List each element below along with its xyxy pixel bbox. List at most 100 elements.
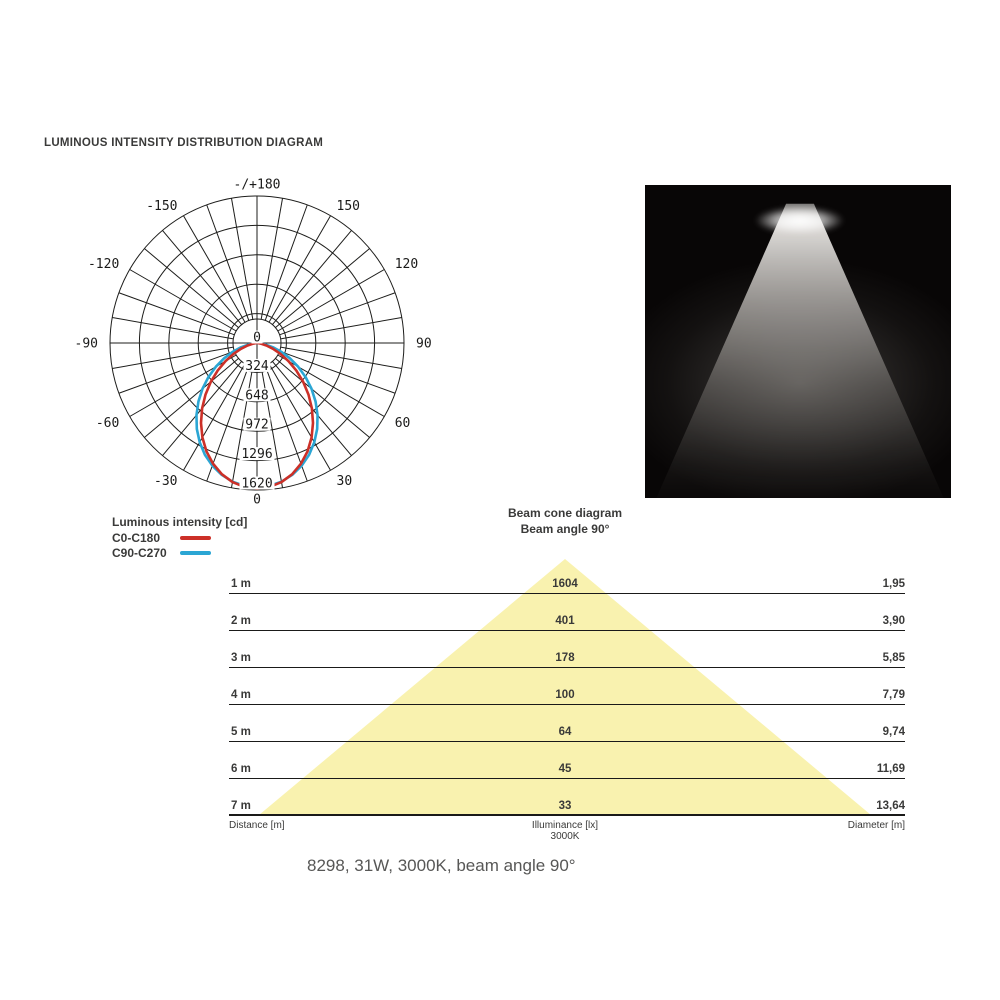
beam-photo [645, 185, 951, 498]
polar-spoke [206, 365, 250, 482]
angle-tick-label: -30 [154, 474, 177, 489]
illuminance-value: 1604 [552, 578, 578, 590]
polar-spoke [268, 215, 331, 323]
polar-spoke [230, 366, 254, 488]
legend-item: C90-C270 [112, 546, 247, 561]
polar-spoke [279, 292, 396, 336]
illuminance-value: 45 [558, 763, 572, 775]
column-note-cct: 3000K [550, 831, 580, 842]
polar-spoke [162, 230, 242, 325]
beam-cone-title: Beam cone diagram [507, 506, 623, 520]
product-caption: 8298, 31W, 3000K, beam angle 90° [307, 856, 576, 875]
angle-tick-label: -60 [96, 416, 119, 431]
polar-spoke [277, 269, 385, 332]
polar-spoke [280, 316, 402, 340]
polar-spoke [144, 358, 239, 438]
cone-triangle [259, 559, 871, 815]
column-label-distance: Distance [m] [229, 820, 285, 831]
polar-spoke [144, 248, 239, 328]
radial-tick-label: 1296 [241, 447, 272, 462]
polar-spoke [230, 198, 254, 320]
radial-tick-label: 0 [253, 331, 261, 346]
polar-spoke [275, 248, 370, 328]
polar-spoke [112, 346, 234, 370]
column-label-illuminance: Illuminance [lx] [531, 820, 599, 831]
angle-tick-label: 120 [395, 257, 418, 272]
angle-tick-label: -120 [88, 257, 119, 272]
legend: Luminous intensity [cd] C0-C180 C90-C270 [112, 515, 247, 560]
legend-label-c0-c180: C0-C180 [112, 531, 161, 546]
angle-tick-label: 30 [337, 474, 353, 489]
beam-cone-diagram: 1 m 1604 1,95 2 m 401 3,90 3 m 178 5,85 4 m 100 7,7… [229, 555, 905, 855]
polar-spoke [272, 230, 352, 325]
radial-tick-bg [239, 447, 275, 461]
radial-tick-label: 1620 [241, 477, 272, 492]
table-row-line [229, 593, 905, 594]
light-source-spot [755, 206, 844, 234]
diameter-value: 3,90 [882, 615, 905, 627]
radial-tick-label: 648 [245, 388, 268, 403]
angle-tick-label: 150 [337, 199, 360, 214]
polar-diagram: 0 324 648 972 1296 1620 -/+180 -150 150 -120 120 -9… [40, 168, 480, 520]
polar-spoke [118, 350, 235, 394]
radial-tick-bg [243, 388, 271, 402]
angle-tick-label: 0 [253, 493, 261, 508]
diameter-value: 9,74 [882, 726, 905, 738]
polar-spoke [275, 358, 370, 438]
table-row-line [229, 741, 905, 742]
distance-label: 7 m [231, 800, 251, 812]
legend-item: C0-C180 [112, 531, 247, 546]
table-row-line [229, 814, 905, 816]
polar-spoke [183, 215, 246, 323]
angle-tick-label: -150 [146, 199, 177, 214]
polar-spoke [183, 363, 246, 471]
diameter-value: 1,95 [882, 578, 905, 590]
radial-tick-bg [251, 330, 263, 344]
legend-title: Luminous intensity [cd] [112, 515, 248, 529]
polar-spoke [260, 198, 284, 320]
radial-tick-label: 972 [245, 418, 268, 433]
table-row-line [229, 667, 905, 668]
column-label-diameter: Diameter [m] [847, 820, 905, 831]
angle-tick-label: 90 [416, 337, 432, 352]
diameter-value: 11,69 [876, 763, 905, 775]
legend-swatch-c0-c180 [180, 536, 211, 541]
polar-spoke [112, 316, 234, 340]
polar-spoke [268, 363, 331, 471]
polar-spoke [279, 350, 396, 394]
distance-label: 1 m [231, 578, 251, 590]
polar-spoke [206, 204, 250, 321]
polar-spoke [260, 366, 284, 488]
illuminance-value: 100 [555, 689, 575, 701]
angle-tick-label: -90 [75, 337, 98, 352]
table-row-line [229, 630, 905, 631]
diameter-value: 7,79 [882, 689, 905, 701]
distance-label: 4 m [231, 689, 251, 701]
table-row-line [229, 778, 905, 779]
polar-spoke [129, 269, 237, 332]
illuminance-value: 64 [558, 726, 572, 738]
distance-label: 2 m [231, 615, 251, 627]
distance-label: 5 m [231, 726, 251, 738]
polar-spoke [118, 292, 235, 336]
distance-label: 3 m [231, 652, 251, 664]
polar-diagram-svg: 0 324 648 972 1296 1620 -/+180 -150 150 -120 120 -9… [75, 178, 432, 508]
table-row-line [229, 704, 905, 705]
radial-tick-bg [243, 417, 271, 431]
cone-triangle-svg [259, 559, 871, 815]
diameter-value: 13,64 [876, 800, 905, 812]
distance-label: 6 m [231, 763, 251, 775]
legend-label-c90-c270: C90-C270 [112, 545, 167, 560]
illuminance-value: 401 [555, 615, 575, 627]
radial-tick-label: 324 [245, 359, 269, 374]
page-title: LUMINOUS INTENSITY DISTRIBUTION DIAGRAM [44, 137, 324, 149]
beam-cone-header: Beam cone diagram Beam angle 90° [415, 506, 715, 537]
illuminance-value: 33 [558, 800, 572, 812]
polar-spoke [264, 204, 308, 321]
beam-cone-subtitle: Beam angle 90° [520, 521, 610, 536]
radial-tick-bg [239, 476, 275, 490]
radial-tick-bg [243, 358, 271, 372]
polar-spoke [264, 365, 308, 482]
illuminance-value: 178 [555, 652, 575, 664]
